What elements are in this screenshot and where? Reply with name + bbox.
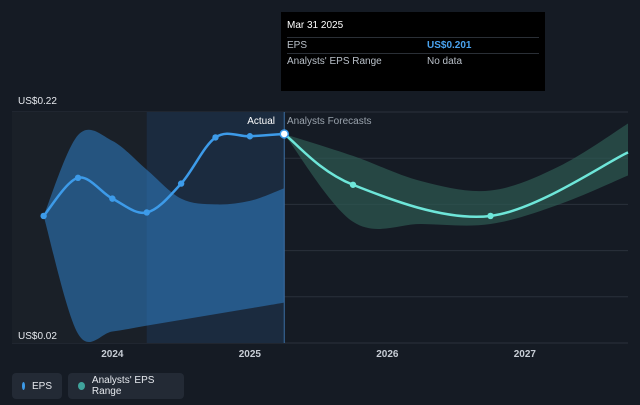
eps-point[interactable] bbox=[143, 209, 150, 216]
y-axis-bottom-label: US$0.02 bbox=[18, 331, 57, 342]
legend-dot-icon bbox=[22, 382, 25, 390]
x-tick-label: 2026 bbox=[376, 349, 399, 360]
legend-dot-icon bbox=[78, 382, 85, 390]
range-area-forecast bbox=[284, 123, 628, 229]
legend-label: EPS bbox=[31, 380, 52, 392]
legend-item-range[interactable]: Analysts' EPS Range bbox=[68, 373, 184, 399]
eps-point[interactable] bbox=[40, 212, 47, 220]
eps-point[interactable] bbox=[74, 174, 82, 182]
legend-label: Analysts' EPS Range bbox=[91, 375, 155, 397]
forecast-point[interactable] bbox=[487, 212, 494, 220]
tooltip-value: US$0.201 bbox=[427, 40, 472, 51]
eps-point[interactable] bbox=[177, 180, 185, 187]
tooltip-date: Mar 31 2025 bbox=[287, 20, 344, 31]
eps-point[interactable] bbox=[246, 133, 254, 140]
forecast-point[interactable] bbox=[349, 181, 357, 188]
tooltip-label: EPS bbox=[287, 40, 308, 51]
eps-forecast-line bbox=[283, 132, 629, 218]
tooltip-row-eps: EPS US$0.201 bbox=[287, 37, 539, 53]
eps-points bbox=[40, 129, 494, 220]
legend-item-eps[interactable]: EPS bbox=[12, 373, 62, 399]
tooltip-value: No data bbox=[427, 56, 463, 67]
x-axis-ticks: 2024 2025 2026 2027 bbox=[101, 349, 536, 360]
eps-point[interactable] bbox=[109, 195, 116, 202]
x-tick-label: 2024 bbox=[101, 349, 124, 360]
tooltip-label: Analysts' EPS Range bbox=[287, 56, 382, 67]
actual-label: Actual bbox=[247, 116, 275, 127]
eps-point[interactable] bbox=[279, 129, 289, 139]
tooltip: Mar 31 2025 EPS US$0.201 Analysts' EPS R… bbox=[281, 12, 545, 91]
x-tick-label: 2025 bbox=[239, 349, 262, 360]
y-axis-top-label: US$0.22 bbox=[18, 96, 57, 107]
eps-point[interactable] bbox=[212, 134, 219, 141]
tooltip-row-range: Analysts' EPS Range No data bbox=[287, 53, 539, 69]
forecast-label: Analysts Forecasts bbox=[287, 116, 371, 127]
x-tick-label: 2027 bbox=[514, 349, 537, 360]
range-area-actual bbox=[43, 129, 285, 343]
